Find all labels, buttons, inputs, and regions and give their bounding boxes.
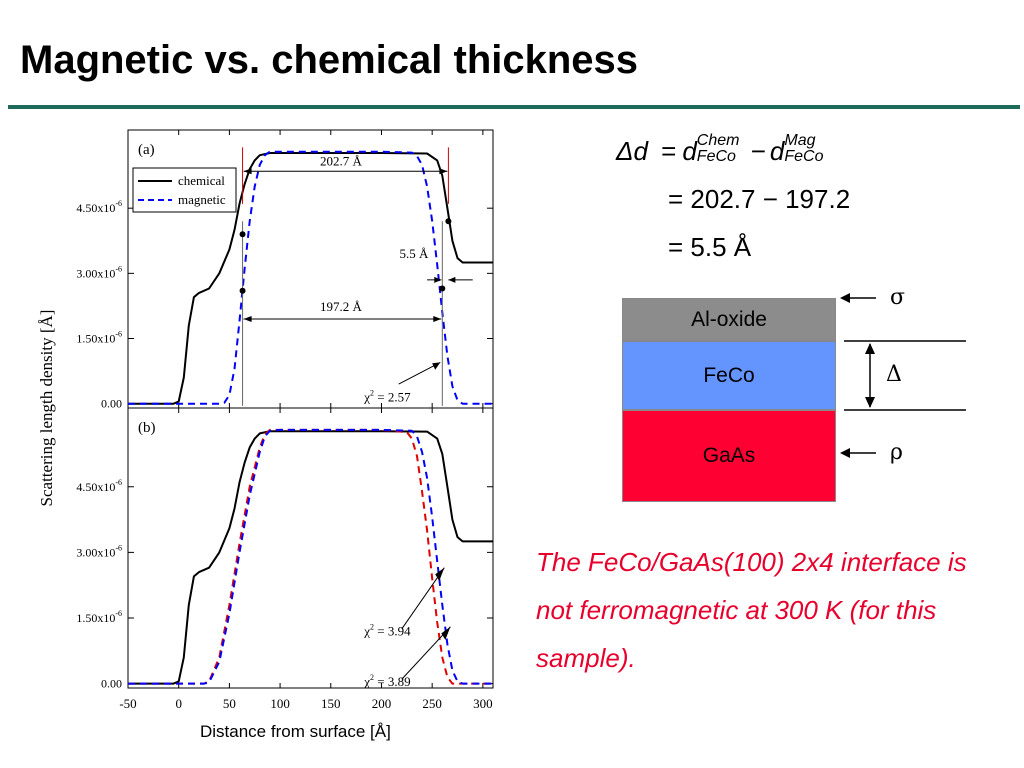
delta-label: Δ bbox=[886, 362, 902, 387]
x-tick-label: 150 bbox=[321, 696, 341, 711]
chi-pointer bbox=[398, 361, 441, 385]
y-tick-label: 4.50x10-6 bbox=[76, 478, 122, 494]
layer-label-gaas: GaAs bbox=[702, 444, 756, 467]
equation-line-3: = 5.5 Å bbox=[668, 232, 752, 262]
arrowhead bbox=[448, 276, 456, 283]
x-tick-label: 50 bbox=[223, 696, 236, 711]
y-tick-label: 3.00x10-6 bbox=[76, 543, 122, 559]
chi-square-label: χ2 = 2.57 bbox=[363, 388, 411, 404]
arrowhead bbox=[243, 168, 252, 175]
y-axis-label: Scattering length density [Å] bbox=[37, 310, 56, 507]
delta-arrow-head-down bbox=[865, 397, 875, 408]
equation-line-2: = 202.7 − 197.2 bbox=[668, 184, 851, 214]
series-line-chemical bbox=[128, 430, 493, 685]
inflection-dot bbox=[439, 285, 446, 292]
chem-width-label: 202.7 Å bbox=[320, 153, 363, 168]
y-tick-label: 0.00 bbox=[101, 677, 122, 691]
conclusion-note: The FeCo/GaAs(100) 2x4 interface is not … bbox=[536, 547, 967, 673]
y-tick-label: 4.50x10-6 bbox=[76, 199, 122, 215]
series-line-fit-2 bbox=[128, 428, 493, 685]
inflection-dot bbox=[445, 218, 452, 225]
mag-subscript: FeCo bbox=[784, 148, 824, 166]
layer-gaas: GaAs bbox=[622, 410, 836, 502]
inflection-dot bbox=[239, 231, 246, 238]
panel-b: (b) 0.00 1.50x10-6 3.00x10-6 4.50x10-6 -50 0 50… bbox=[76, 407, 494, 711]
legend-box bbox=[132, 167, 237, 213]
title-rule bbox=[8, 105, 1020, 109]
slide-title: Magnetic vs. chemical thickness bbox=[20, 38, 639, 82]
d-mag-symbol: d bbox=[769, 136, 785, 166]
panel-label: (b) bbox=[138, 420, 156, 436]
x-tick-label: 0 bbox=[175, 696, 182, 711]
panel-label: (a) bbox=[138, 142, 155, 158]
x-tick-label: 300 bbox=[473, 696, 493, 711]
legend-label-magnetic: magnetic bbox=[178, 192, 226, 207]
equation-line-1: Δd = d Chem FeCo − d Mag FeCo bbox=[616, 132, 824, 169]
chi-square-label: χ2 = 3.94 bbox=[363, 623, 411, 639]
chi-square-label: χ2 = 3.89 bbox=[363, 673, 410, 689]
arrowhead bbox=[432, 362, 441, 370]
chi2-pointer bbox=[401, 626, 451, 680]
rho-arrow-head bbox=[840, 448, 850, 458]
layer-feco: FeCo bbox=[622, 341, 836, 410]
layer-label-al-oxide: Al-oxide bbox=[691, 307, 767, 331]
series-line-fit-1 bbox=[128, 428, 493, 685]
arrowhead bbox=[441, 626, 451, 640]
legend-label-chemical: chemical bbox=[178, 173, 225, 188]
delta-d: Δd bbox=[616, 136, 648, 166]
arrowhead bbox=[434, 276, 442, 283]
sigma-label: σ bbox=[890, 285, 906, 310]
d-chem-symbol: d bbox=[682, 136, 697, 166]
chi1-pointer bbox=[401, 567, 445, 630]
arrowhead bbox=[439, 168, 448, 175]
delta-arrow-head-up bbox=[865, 343, 875, 354]
x-tick-label: -50 bbox=[119, 696, 136, 711]
arrowhead bbox=[243, 315, 252, 322]
diff-label: 5.5 Å bbox=[399, 246, 429, 261]
minus-sign: − bbox=[750, 136, 766, 166]
x-tick-label: 100 bbox=[270, 696, 290, 711]
rho-label: ρ bbox=[890, 440, 903, 465]
x-tick-label: 250 bbox=[422, 696, 442, 711]
plot-frame bbox=[127, 407, 494, 689]
chem-subscript: FeCo bbox=[696, 148, 736, 166]
layer-al-oxide: Al-oxide bbox=[622, 298, 836, 341]
arrowhead bbox=[433, 315, 442, 322]
y-tick-label: 3.00x10-6 bbox=[76, 264, 122, 280]
y-tick-label: 0.00 bbox=[101, 397, 122, 411]
y-tick-label: 1.50x10-6 bbox=[76, 609, 122, 625]
sigma-arrow-head bbox=[840, 293, 850, 303]
inflection-dot bbox=[239, 287, 246, 294]
layer-label-feco: FeCo bbox=[703, 363, 755, 387]
equals-sign: = bbox=[661, 136, 677, 166]
mag-width-label: 197.2 Å bbox=[320, 299, 363, 314]
y-tick-label: 1.50x10-6 bbox=[76, 330, 122, 346]
arrowhead bbox=[435, 567, 445, 581]
x-tick-label: 200 bbox=[372, 696, 392, 711]
panel-a: (a) 0.00 1.50x10-6 3.00x10-6 4.50x10-6 chemic… bbox=[76, 129, 494, 411]
x-axis-label: Distance from surface [Å] bbox=[200, 722, 391, 741]
chem-superscript: Chem bbox=[696, 132, 740, 150]
mag-superscript: Mag bbox=[784, 132, 816, 150]
layer-annotations bbox=[840, 293, 966, 458]
